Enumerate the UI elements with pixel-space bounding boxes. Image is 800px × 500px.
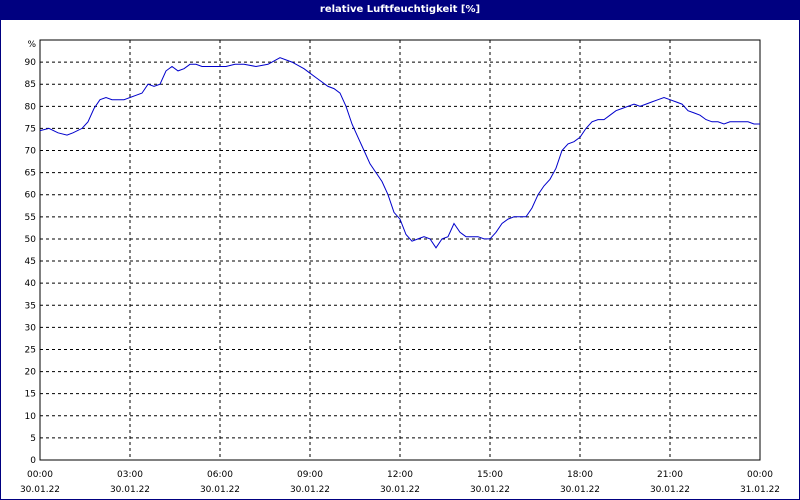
plot-area-border (39, 39, 761, 461)
y-tick-label: 10 (25, 412, 37, 422)
x-tick-date-label: 31.01.22 (740, 485, 780, 495)
x-tick-date-label: 30.01.22 (200, 485, 240, 495)
y-tick-label: 40 (25, 279, 37, 289)
y-axis-unit-label: % (27, 40, 36, 50)
y-tick-label: 25 (25, 345, 36, 355)
y-tick-label: 65 (25, 169, 36, 179)
y-tick-label: 45 (25, 257, 36, 267)
x-tick-date-label: 30.01.22 (560, 485, 600, 495)
x-tick-date-label: 30.01.22 (650, 485, 690, 495)
y-tick-label: 60 (25, 191, 37, 201)
x-tick-date-label: 30.01.22 (290, 485, 330, 495)
y-tick-label: 70 (25, 147, 37, 157)
x-tick-time-label: 00:00 (747, 470, 773, 480)
y-tick-label: 5 (30, 434, 36, 444)
y-tick-label: 75 (25, 124, 36, 134)
x-tick-time-label: 18:00 (567, 470, 593, 480)
y-tick-label: 0 (30, 456, 36, 466)
x-tick-time-label: 15:00 (477, 470, 503, 480)
x-tick-date-label: 30.01.22 (470, 485, 510, 495)
x-tick-time-label: 21:00 (657, 470, 683, 480)
y-tick-label: 15 (25, 390, 36, 400)
y-tick-label: 85 (25, 80, 36, 90)
y-tick-label: 80 (25, 102, 37, 112)
y-tick-label: 35 (25, 301, 36, 311)
x-tick-time-label: 00:00 (27, 470, 53, 480)
y-axis-ticks: 0 5 10 15 20 25 30 35 40 45 50 55 60 65 70 75 80 85 90 (25, 58, 37, 466)
y-tick-label: 20 (25, 368, 37, 378)
y-tick-label: 30 (25, 323, 37, 333)
x-tick-time-label: 12:00 (387, 470, 413, 480)
x-tick-time-label: 06:00 (207, 470, 233, 480)
x-tick-time-label: 03:00 (117, 470, 143, 480)
x-tick-time-label: 09:00 (297, 470, 323, 480)
grid-lines (40, 40, 760, 460)
x-tick-date-label: 30.01.22 (380, 485, 420, 495)
y-tick-label: 50 (25, 235, 37, 245)
y-tick-label: 90 (25, 58, 37, 68)
chart-title: relative Luftfeuchtigkeit [%] (0, 0, 800, 20)
humidity-series-line (39, 57, 760, 249)
y-tick-label: 55 (25, 213, 36, 223)
x-tick-date-label: 30.01.22 (20, 485, 60, 495)
x-axis-ticks: 00:00 30.01.22 03:00 30.01.22 06:00 30.01.22 0… (20, 470, 780, 495)
x-tick-date-label: 30.01.22 (110, 485, 150, 495)
